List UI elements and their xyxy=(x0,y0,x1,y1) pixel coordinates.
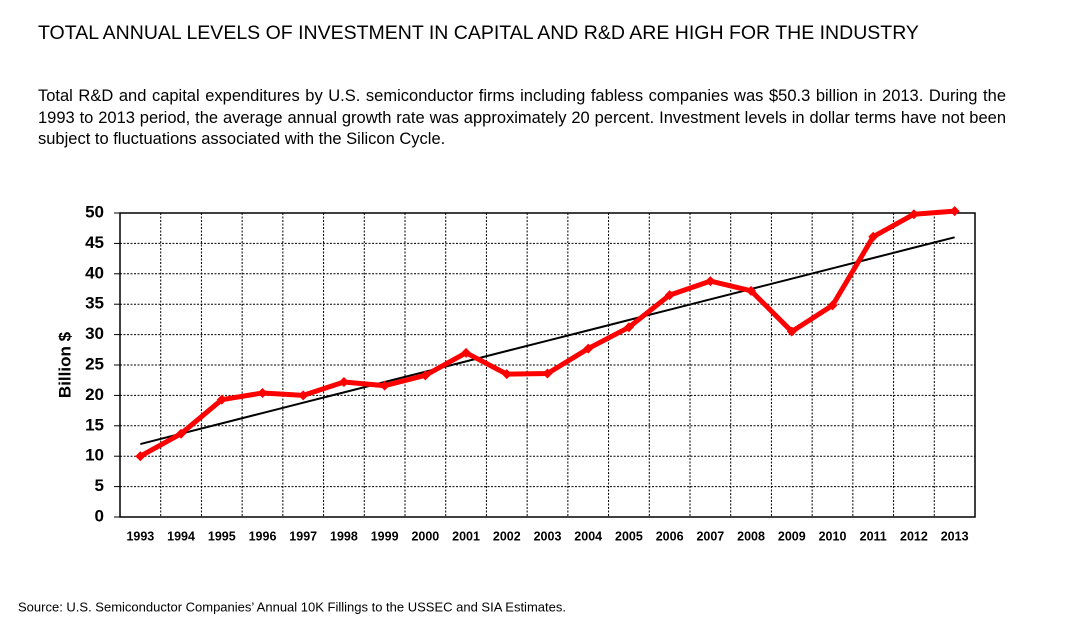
data-point xyxy=(135,451,146,462)
data-line xyxy=(139,208,955,459)
data-point xyxy=(664,290,675,301)
x-tick-label: 1997 xyxy=(289,529,317,543)
x-tick-label: 2011 xyxy=(860,529,887,543)
x-tick-label: 1996 xyxy=(249,529,277,543)
data-point xyxy=(461,347,472,358)
x-tick-label: 1994 xyxy=(167,529,195,543)
data-point xyxy=(501,369,512,380)
x-tick-label: 2012 xyxy=(900,529,928,543)
data-point xyxy=(705,276,716,287)
y-tick-label: 10 xyxy=(85,446,104,465)
x-tick-label: 2008 xyxy=(737,529,765,543)
data-point xyxy=(949,206,960,217)
data-point xyxy=(257,387,268,398)
x-tick-label: 1993 xyxy=(126,529,154,543)
y-tick-label: 40 xyxy=(85,263,104,282)
data-point xyxy=(216,394,227,405)
y-tick-label: 35 xyxy=(85,294,104,313)
x-tick-label: 2010 xyxy=(819,529,847,543)
data-point xyxy=(338,377,349,388)
chart-title: TOTAL ANNUAL LEVELS OF INVESTMENT IN CAP… xyxy=(38,22,919,44)
y-tick-label: 25 xyxy=(85,354,104,373)
subtitle: Total R&D and capital expenditures by U.… xyxy=(38,87,1006,148)
data-point xyxy=(868,231,879,242)
plot-frame xyxy=(119,212,976,518)
y-tick-label: 15 xyxy=(85,415,104,434)
x-tick-label: 2003 xyxy=(534,529,562,543)
x-tick-label: 1999 xyxy=(371,529,399,543)
data-point xyxy=(827,300,838,311)
data-point xyxy=(908,209,919,220)
y-tick-label: 45 xyxy=(85,233,104,252)
data-point xyxy=(420,370,431,381)
x-tick-label: 1995 xyxy=(208,529,236,543)
data-point xyxy=(542,368,553,379)
y-tick-label: 30 xyxy=(85,324,104,343)
x-tick-label: 2007 xyxy=(696,529,724,543)
x-tick-label: 2002 xyxy=(493,529,521,543)
x-tick-label: 2000 xyxy=(411,529,439,543)
data-point xyxy=(298,390,309,401)
source-note: Source: U.S. Semiconductor Companies’ An… xyxy=(18,599,566,614)
data-point xyxy=(623,322,634,333)
x-tick-label: 2006 xyxy=(656,529,684,543)
x-tick-label: 2013 xyxy=(941,529,969,543)
x-tick-label: 2005 xyxy=(615,529,643,543)
trend-line xyxy=(140,236,955,446)
x-tick-label: 2004 xyxy=(574,529,602,543)
x-tick-label: 2001 xyxy=(452,529,480,543)
y-tick-label: 5 xyxy=(95,476,104,495)
y-tick-label: 50 xyxy=(85,202,104,221)
data-point xyxy=(786,326,797,337)
y-tick-label: 0 xyxy=(95,506,104,525)
data-point xyxy=(746,285,757,296)
data-point xyxy=(379,380,390,391)
y-axis-label: Billion $ xyxy=(55,331,74,398)
data-point xyxy=(176,428,187,439)
data-point xyxy=(583,343,594,354)
x-tick-label: 2009 xyxy=(778,529,806,543)
x-tick-label: 1998 xyxy=(330,529,358,543)
y-tick-label: 20 xyxy=(85,385,104,404)
